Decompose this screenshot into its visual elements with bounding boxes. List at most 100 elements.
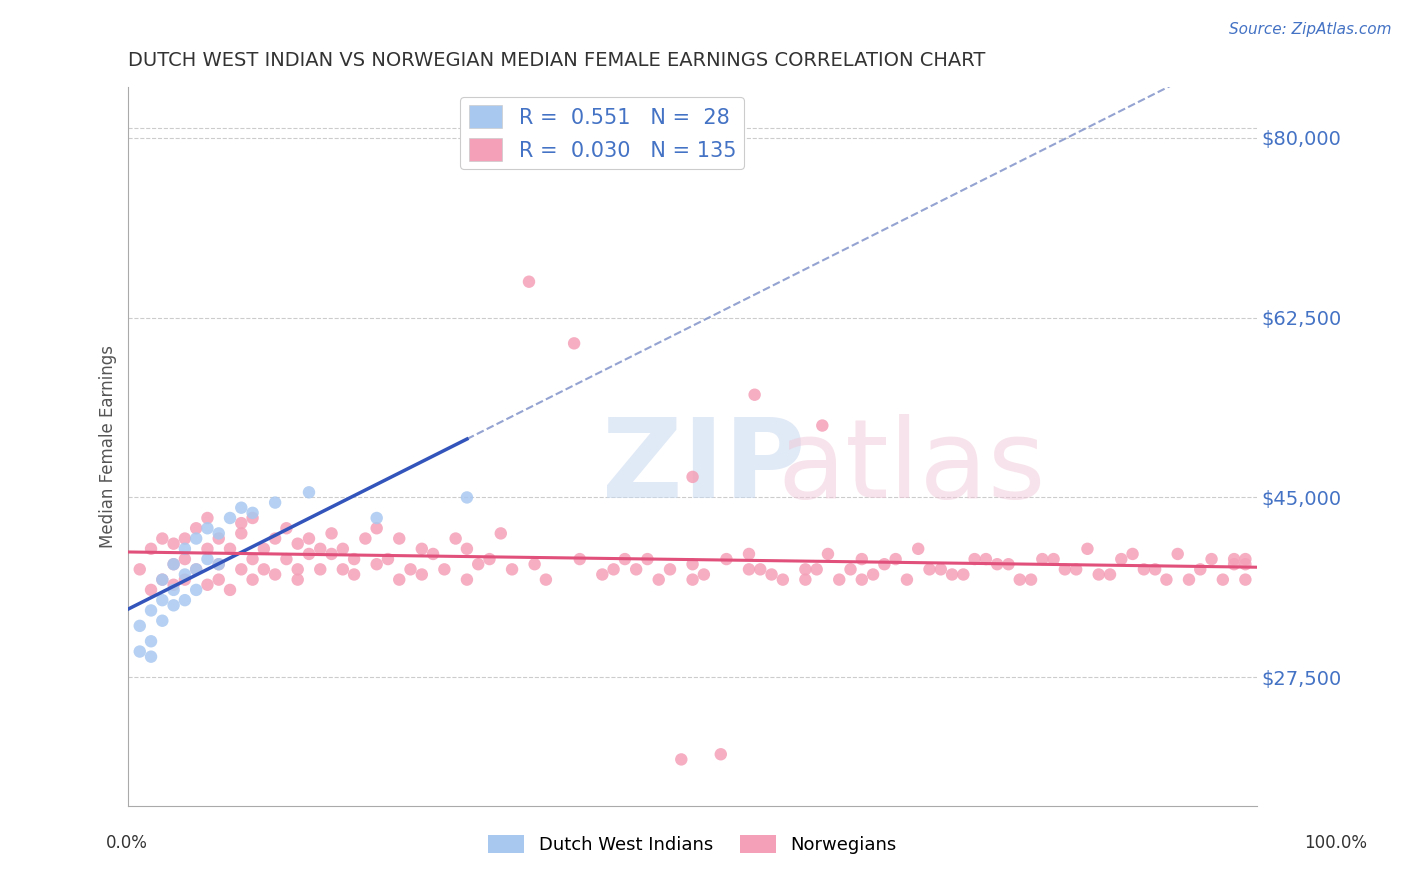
Point [186, 562, 208, 576]
Point [501, 562, 523, 576]
Point [602, 562, 624, 576]
Point [517, 275, 540, 289]
Point [309, 541, 332, 556]
Point [366, 511, 388, 525]
Point [716, 552, 738, 566]
Point [354, 532, 377, 546]
Point [150, 614, 173, 628]
Point [744, 388, 766, 402]
Point [456, 491, 478, 505]
Point [366, 521, 388, 535]
Point [1167, 547, 1189, 561]
Point [456, 541, 478, 556]
Point [186, 582, 208, 597]
Point [231, 526, 253, 541]
Point [162, 578, 184, 592]
Point [219, 511, 242, 525]
Point [139, 582, 162, 597]
Point [433, 562, 456, 576]
Point [1019, 573, 1042, 587]
Point [1064, 562, 1087, 576]
Point [128, 619, 150, 633]
Point [298, 532, 321, 546]
Point [1201, 552, 1223, 566]
Point [150, 593, 173, 607]
Text: 0.0%: 0.0% [105, 834, 148, 852]
Point [139, 649, 162, 664]
Point [1031, 552, 1053, 566]
Point [794, 562, 817, 576]
Point [738, 547, 761, 561]
Point [749, 562, 772, 576]
Point [197, 541, 219, 556]
Point [388, 532, 411, 546]
Point [682, 470, 704, 484]
Point [997, 558, 1019, 572]
Point [1234, 558, 1257, 572]
Point [253, 541, 276, 556]
Point [862, 567, 884, 582]
Point [173, 593, 195, 607]
Text: 100.0%: 100.0% [1305, 834, 1367, 852]
Point [896, 573, 918, 587]
Point [1156, 573, 1178, 587]
Point [208, 526, 231, 541]
Point [139, 634, 162, 648]
Text: atlas: atlas [778, 414, 1046, 521]
Point [1111, 552, 1133, 566]
Point [1098, 567, 1121, 582]
Point [682, 573, 704, 587]
Point [411, 567, 433, 582]
Point [343, 567, 366, 582]
Point [242, 573, 264, 587]
Point [173, 532, 195, 546]
Text: ZIP: ZIP [602, 414, 806, 521]
Point [231, 516, 253, 530]
Point [321, 547, 343, 561]
Point [738, 562, 761, 576]
Point [761, 567, 783, 582]
Point [1076, 541, 1098, 556]
Point [150, 573, 173, 587]
Point [828, 573, 851, 587]
Point [1223, 558, 1246, 572]
Point [276, 552, 298, 566]
Point [884, 552, 907, 566]
Text: Source: ZipAtlas.com: Source: ZipAtlas.com [1229, 22, 1392, 37]
Point [444, 532, 467, 546]
Point [197, 578, 219, 592]
Point [1053, 562, 1076, 576]
Point [851, 552, 873, 566]
Point [388, 573, 411, 587]
Point [186, 532, 208, 546]
Point [952, 567, 974, 582]
Point [321, 526, 343, 541]
Point [231, 562, 253, 576]
Point [1042, 552, 1064, 566]
Point [422, 547, 444, 561]
Point [253, 562, 276, 576]
Point [671, 752, 693, 766]
Point [772, 573, 794, 587]
Point [411, 541, 433, 556]
Point [963, 552, 986, 566]
Point [624, 562, 647, 576]
Point [907, 541, 929, 556]
Point [162, 599, 184, 613]
Point [162, 558, 184, 572]
Point [366, 558, 388, 572]
Point [276, 521, 298, 535]
Point [1178, 573, 1201, 587]
Point [817, 547, 839, 561]
Point [1122, 547, 1144, 561]
Point [1008, 573, 1031, 587]
Point [918, 562, 941, 576]
Point [478, 552, 501, 566]
Point [208, 558, 231, 572]
Point [974, 552, 997, 566]
Point [806, 562, 828, 576]
Point [173, 567, 195, 582]
Point [264, 567, 287, 582]
Point [208, 532, 231, 546]
Point [128, 562, 150, 576]
